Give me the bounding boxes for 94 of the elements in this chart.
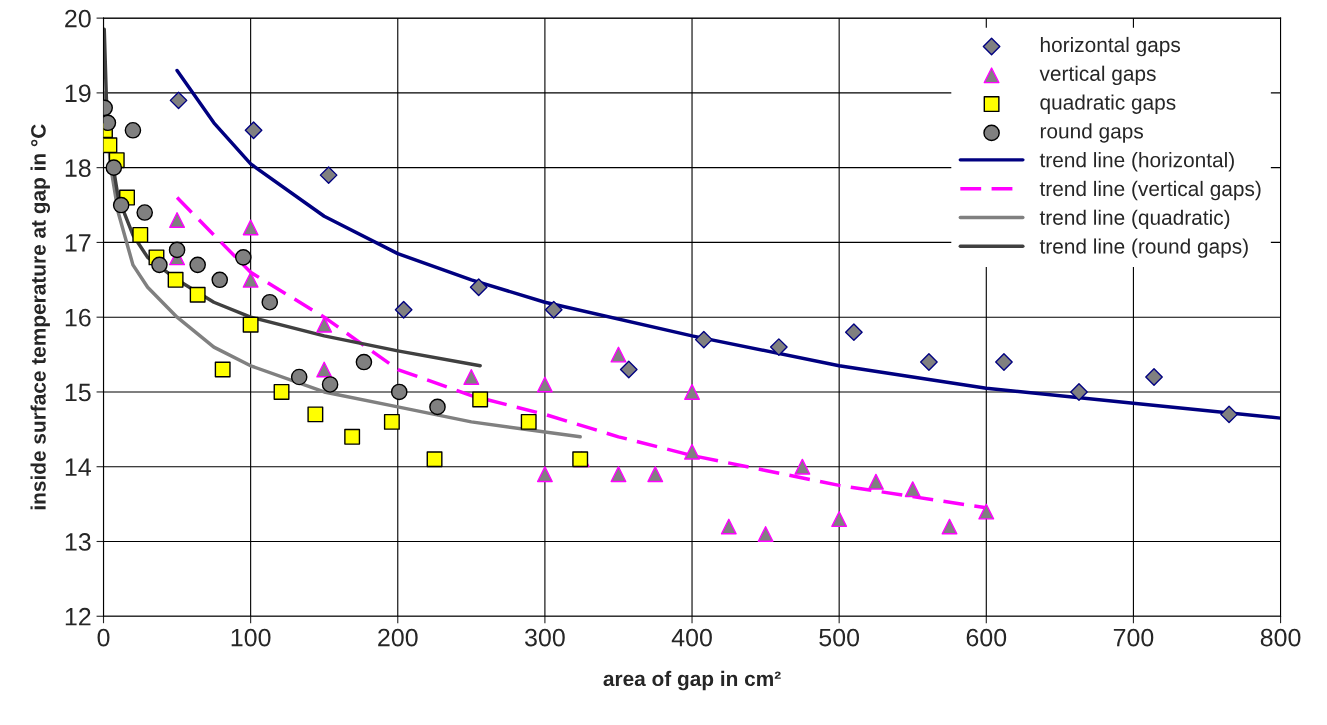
y-tick-label: 20 <box>65 9 91 28</box>
point <box>167 271 184 288</box>
point <box>1220 405 1238 424</box>
point <box>261 293 279 311</box>
point <box>1070 383 1088 401</box>
point <box>383 413 400 430</box>
point <box>610 346 627 363</box>
point <box>536 466 553 483</box>
point <box>619 360 638 379</box>
point <box>463 369 480 385</box>
point <box>941 518 958 535</box>
x-axis-title: area of gap in cm² <box>603 670 781 691</box>
legend-label: quadratic gaps <box>1040 94 1176 114</box>
y-tick-label: 18 <box>65 159 91 177</box>
y-tick-label: 15 <box>65 383 91 402</box>
line-series <box>103 27 482 368</box>
point <box>168 241 186 259</box>
x-tick-label: 100 <box>231 628 271 647</box>
point <box>189 286 206 303</box>
point <box>242 219 259 236</box>
point <box>694 330 713 349</box>
legend-label: vertical gaps <box>1039 65 1156 86</box>
point <box>136 204 154 221</box>
point <box>536 376 553 393</box>
point <box>390 383 408 401</box>
x-tick-label: 700 <box>1113 628 1154 647</box>
point <box>684 443 701 460</box>
point <box>105 159 123 176</box>
x-tick-label: 500 <box>819 628 860 647</box>
point <box>919 353 938 371</box>
point <box>684 383 701 400</box>
point <box>426 451 443 468</box>
line-series <box>103 91 582 439</box>
point <box>995 353 1013 371</box>
point <box>344 428 361 445</box>
point <box>544 300 563 319</box>
y-tick-label: 19 <box>65 84 91 103</box>
point <box>469 278 488 297</box>
point <box>124 121 142 139</box>
point <box>472 391 489 408</box>
point <box>242 271 259 288</box>
point <box>307 406 324 423</box>
legend-label: trend line (horizontal) <box>1039 152 1234 172</box>
x-tick-label: 400 <box>671 628 712 647</box>
legend-label: round gaps <box>1040 123 1143 143</box>
point <box>316 361 333 378</box>
point <box>394 300 413 319</box>
point <box>321 376 339 393</box>
x-tick-label: 0 <box>97 628 110 647</box>
point <box>132 226 149 243</box>
point <box>169 91 188 110</box>
point <box>273 383 290 400</box>
legend-label: trend line (quadratic) <box>1039 209 1230 230</box>
y-tick-label: 12 <box>65 607 91 626</box>
point <box>242 316 259 333</box>
point <box>429 398 446 416</box>
point <box>355 353 373 371</box>
point <box>234 249 252 266</box>
point <box>1145 368 1163 386</box>
y-tick-label: 13 <box>65 533 91 551</box>
point <box>169 212 186 228</box>
y-tick-label: 14 <box>65 458 91 476</box>
point <box>290 368 308 386</box>
point <box>319 166 338 185</box>
y-tick-label: 16 <box>65 308 91 327</box>
legend-label: trend line (vertical gaps) <box>1039 180 1261 201</box>
legend-label: horizontal gaps <box>1040 36 1181 57</box>
point <box>904 481 921 498</box>
x-tick-label: 600 <box>966 628 1007 647</box>
point <box>211 271 229 289</box>
point <box>151 256 168 274</box>
point <box>844 323 863 342</box>
point <box>214 361 231 378</box>
point <box>244 121 263 140</box>
point <box>794 458 811 475</box>
point <box>610 466 627 483</box>
x-tick-label: 800 <box>1260 628 1301 647</box>
point <box>103 137 118 154</box>
point <box>647 466 664 483</box>
point <box>769 338 788 357</box>
x-tick-label: 300 <box>525 628 565 647</box>
point <box>112 196 130 214</box>
point <box>316 316 333 333</box>
point <box>520 413 537 430</box>
point <box>720 518 737 535</box>
x-tick-label: 200 <box>378 628 418 647</box>
y-tick-label: 17 <box>65 234 91 252</box>
point <box>978 503 995 520</box>
legend-label: trend line (round gaps) <box>1039 238 1248 258</box>
y-axis-title: inside surface temperature at gap in °C <box>30 124 51 510</box>
point <box>867 473 884 490</box>
point <box>757 526 774 542</box>
point <box>189 256 206 274</box>
point <box>831 511 848 528</box>
